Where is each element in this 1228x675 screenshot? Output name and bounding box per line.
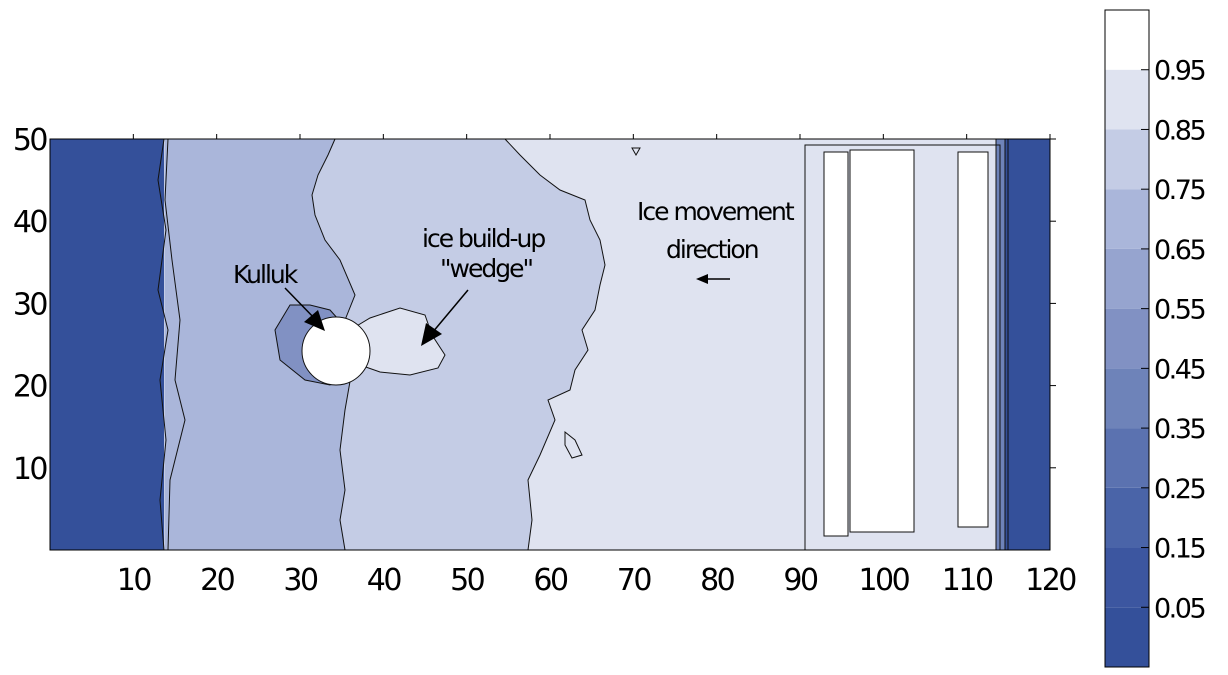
x-tick-label: 90 xyxy=(783,563,818,598)
annotation-ice-line1: Ice movement xyxy=(637,197,795,226)
colorbar-label: 0.25 xyxy=(1154,474,1204,505)
colorbar-swatch xyxy=(1105,248,1149,309)
y-tick-label: 50 xyxy=(13,123,48,158)
ice-source-left-strip xyxy=(823,151,849,537)
contour-line xyxy=(631,147,641,157)
x-tick-label: 110 xyxy=(942,563,993,598)
annotation-ice-line2: direction xyxy=(666,235,758,264)
field-band-wedge xyxy=(350,308,445,375)
x-tick-label: 70 xyxy=(617,563,652,598)
colorbar-swatch xyxy=(1105,428,1149,488)
colorbar-label: 0.95 xyxy=(1154,56,1204,87)
colorbar-label: 0.45 xyxy=(1154,354,1204,385)
contour-line xyxy=(157,138,169,551)
colorbar-label: 0.75 xyxy=(1154,175,1204,206)
colorbar-label: 0.05 xyxy=(1154,593,1204,624)
annotation-wedge-line2: "wedge" xyxy=(440,254,532,283)
colorbar-swatch xyxy=(1105,129,1149,190)
contour-line xyxy=(804,144,1001,550)
annotation-ice-arrowhead xyxy=(696,274,708,284)
y-tick-label: 30 xyxy=(13,287,48,322)
y-axis: 10 20 30 40 50 xyxy=(13,123,1056,487)
colorbar: 0.05 0.15 0.25 0.35 0.45 0.55 0.65 0.75 0.85 0.95 xyxy=(1104,9,1207,668)
x-tick-label: 60 xyxy=(533,563,568,598)
x-tick-label: 40 xyxy=(367,563,402,598)
colorbar-swatch xyxy=(1105,10,1149,70)
colorbar-swatch xyxy=(1105,547,1149,608)
x-tick-label: 50 xyxy=(450,563,485,598)
colorbar-swatch xyxy=(1105,189,1149,249)
colorbar-label: 0.55 xyxy=(1154,295,1204,326)
colorbar-label: 0.65 xyxy=(1154,235,1204,266)
contour-line xyxy=(311,138,356,551)
plot-area xyxy=(49,138,1051,551)
open-water-right xyxy=(1005,139,1050,550)
contour-line xyxy=(164,138,186,551)
colorbar-swatch xyxy=(1105,69,1149,130)
colorbar-label: 0.85 xyxy=(1154,115,1204,146)
annotation-kulluk: Kulluk xyxy=(233,260,299,289)
contour-line xyxy=(564,430,583,459)
open-water-left xyxy=(50,139,164,550)
annotation-wedge-line1: ice build-up xyxy=(422,224,545,253)
x-tick-label: 120 xyxy=(1025,563,1076,598)
y-tick-label: 20 xyxy=(13,370,48,405)
x-tick-label: 10 xyxy=(117,563,152,598)
annotations: Kulluk ice build-up "wedge" Ice movement… xyxy=(233,197,797,346)
contour-line xyxy=(349,307,446,376)
x-tick-label: 20 xyxy=(200,563,235,598)
colorbar-label: 0.35 xyxy=(1154,414,1204,445)
ice-source-center xyxy=(849,149,915,533)
x-tick-label: 30 xyxy=(283,563,318,598)
y-tick-label: 10 xyxy=(13,452,48,487)
field-band-upstream xyxy=(165,139,355,550)
kulluk-marker xyxy=(301,316,371,386)
ice-source-right-strip xyxy=(957,151,989,528)
colorbar-swatch xyxy=(1105,607,1149,667)
colorbar-swatch xyxy=(1105,487,1149,548)
colorbar-swatch xyxy=(1105,368,1149,429)
colorbar-swatch xyxy=(1105,308,1149,369)
colorbar-frame xyxy=(1104,9,1150,668)
contour-line xyxy=(504,138,606,551)
annotation-wedge-arrowhead xyxy=(421,323,442,346)
x-axis: 10 20 30 40 50 60 70 80 90 100 110 120 xyxy=(117,134,1079,598)
x-tick-label: 100 xyxy=(858,563,909,598)
y-tick-label: 40 xyxy=(13,205,48,240)
annotation-kulluk-arrowhead xyxy=(304,310,325,331)
colorbar-label: 0.15 xyxy=(1154,534,1204,565)
annotation-wedge-arrow xyxy=(431,289,469,334)
x-tick-label: 80 xyxy=(700,563,735,598)
